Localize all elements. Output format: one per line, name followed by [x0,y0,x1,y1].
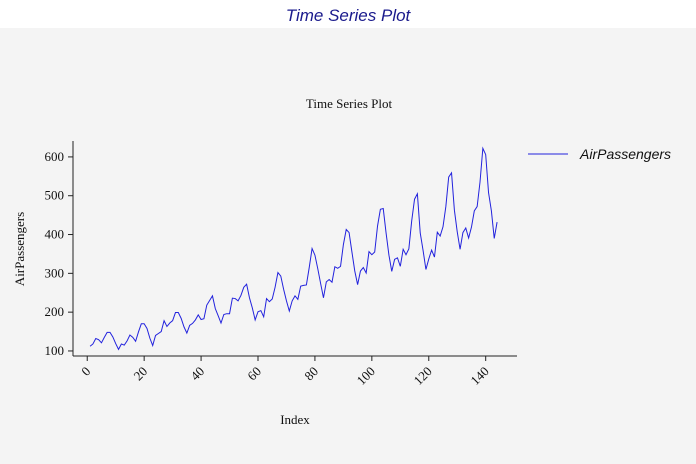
legend-label: AirPassengers [579,146,671,162]
panel [0,28,696,464]
y-tick-label: 600 [45,149,65,164]
y-tick-label: 400 [45,227,65,242]
y-tick-label: 300 [45,265,65,280]
y-axis-label: AirPassengers [12,212,27,286]
chart-title: Time Series Plot [306,96,393,111]
y-tick-label: 500 [45,188,65,203]
series-line [89,146,498,351]
y-tick-label: 100 [45,343,65,358]
y-tick-label: 200 [45,304,65,319]
window-title: Time Series Plot [285,6,411,25]
x-axis-label: Index [280,412,310,427]
chart: Time Series Plot Index AirPassengers 100… [0,28,696,464]
